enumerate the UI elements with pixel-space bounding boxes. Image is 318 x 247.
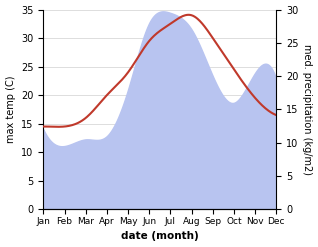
X-axis label: date (month): date (month) — [121, 231, 199, 242]
Y-axis label: max temp (C): max temp (C) — [5, 76, 16, 143]
Y-axis label: med. precipitation (kg/m2): med. precipitation (kg/m2) — [302, 44, 313, 175]
